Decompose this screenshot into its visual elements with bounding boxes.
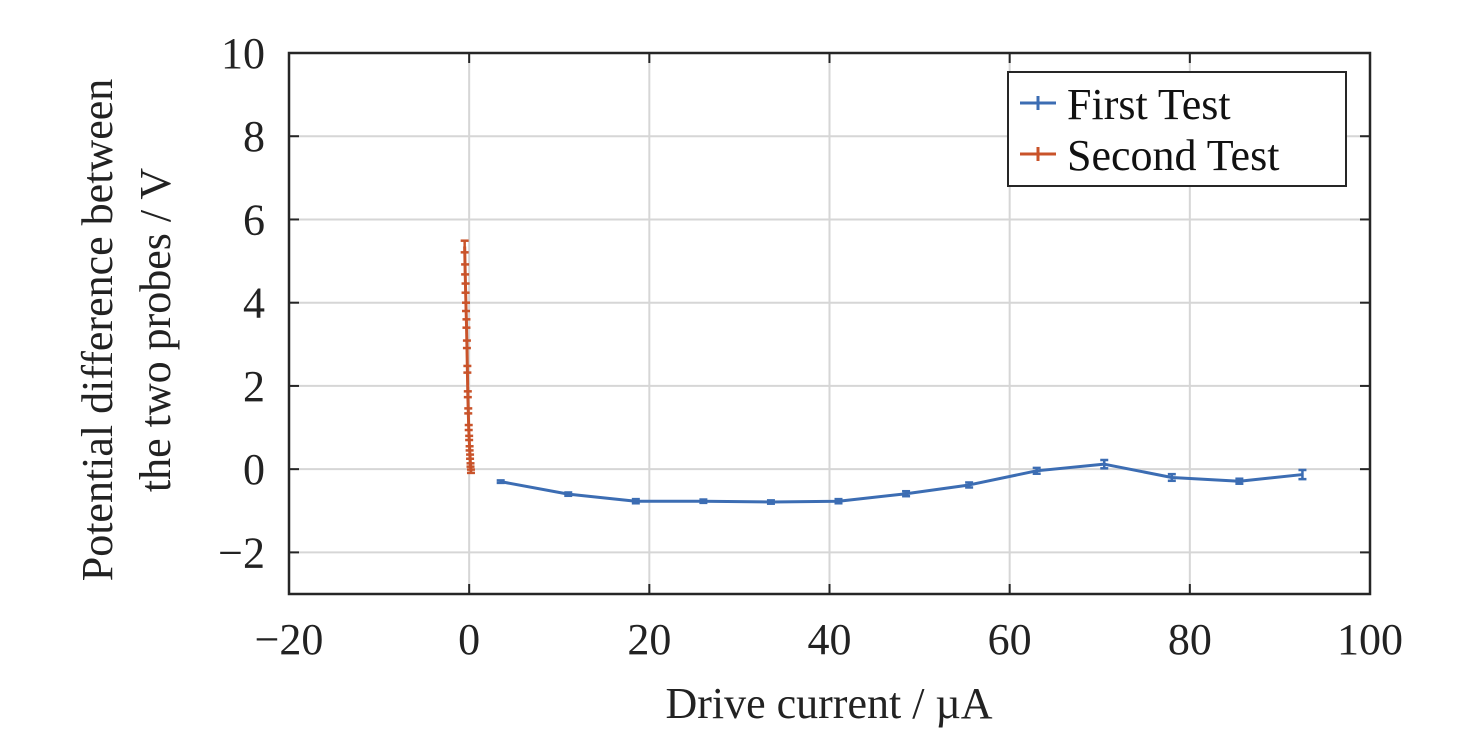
legend-label-second-test: Second Test [1067, 131, 1279, 180]
series-second-test [460, 239, 475, 475]
x-tick-label: 0 [458, 615, 480, 664]
x-axis-label: Drive current / µA [665, 679, 992, 728]
series-layer [460, 239, 1307, 505]
data-point-second-test [460, 239, 469, 254]
data-point-second-test [462, 301, 471, 313]
y-axis-label-line-2: the two probes / V [131, 168, 180, 492]
legend-label-first-test: First Test [1067, 80, 1231, 129]
data-point-first-test [564, 491, 573, 498]
data-point-first-test [902, 489, 911, 498]
data-point-second-test [466, 462, 475, 468]
data-point-first-test [1298, 468, 1307, 481]
y-tick-label: 8 [243, 112, 265, 161]
x-tick-label: 60 [988, 615, 1032, 664]
y-tick-label: 10 [221, 29, 265, 78]
y-axis-label: Potential difference between the two pro… [73, 79, 180, 582]
ticks [288, 52, 1371, 594]
data-point-second-test [465, 434, 474, 442]
data-point-first-test [1032, 466, 1041, 475]
data-point-second-test [465, 445, 474, 452]
legend-item-second-test: Second Test [1020, 131, 1279, 180]
data-point-first-test [766, 499, 775, 505]
y-tick-label: 4 [243, 279, 265, 328]
legend-item-first-test: First Test [1020, 80, 1231, 129]
y-tick-label: 6 [243, 195, 265, 244]
x-tick-label: 100 [1337, 615, 1403, 664]
x-tick-label: 80 [1168, 615, 1212, 664]
y-tick-label: 0 [243, 445, 265, 494]
y-tick-label: 2 [243, 362, 265, 411]
legend-box [1007, 71, 1347, 187]
x-tick-label: 20 [627, 615, 671, 664]
data-point-second-test [461, 282, 470, 294]
series-first-test [496, 458, 1307, 505]
data-point-first-test [631, 497, 640, 505]
x-tick-label: 40 [808, 615, 852, 664]
y-tick-label: −2 [218, 528, 265, 577]
data-point-second-test [466, 453, 475, 460]
data-point-second-test [463, 390, 472, 399]
data-point-first-test [699, 498, 708, 505]
y-tick-labels: −2 0 2 4 6 8 10 [218, 29, 265, 577]
x-tick-labels: −20 0 20 40 60 80 100 [255, 615, 1403, 664]
legend: First Test Second Test [1007, 71, 1347, 187]
data-point-first-test [1100, 458, 1109, 470]
data-point-second-test [461, 263, 470, 276]
data-point-second-test [464, 407, 473, 415]
data-point-first-test [496, 479, 505, 485]
y-axis-label-line-1: Potential difference between [73, 79, 122, 582]
x-tick-label: −20 [255, 615, 324, 664]
data-point-first-test [1235, 477, 1244, 485]
data-point-first-test [965, 481, 974, 489]
data-point-second-test [463, 364, 472, 374]
data-point-second-test [462, 339, 471, 350]
data-point-second-test [462, 318, 471, 329]
data-point-first-test [1167, 472, 1176, 483]
data-point-second-test [466, 468, 475, 475]
data-point-first-test [834, 497, 843, 505]
data-point-second-test [464, 423, 473, 432]
